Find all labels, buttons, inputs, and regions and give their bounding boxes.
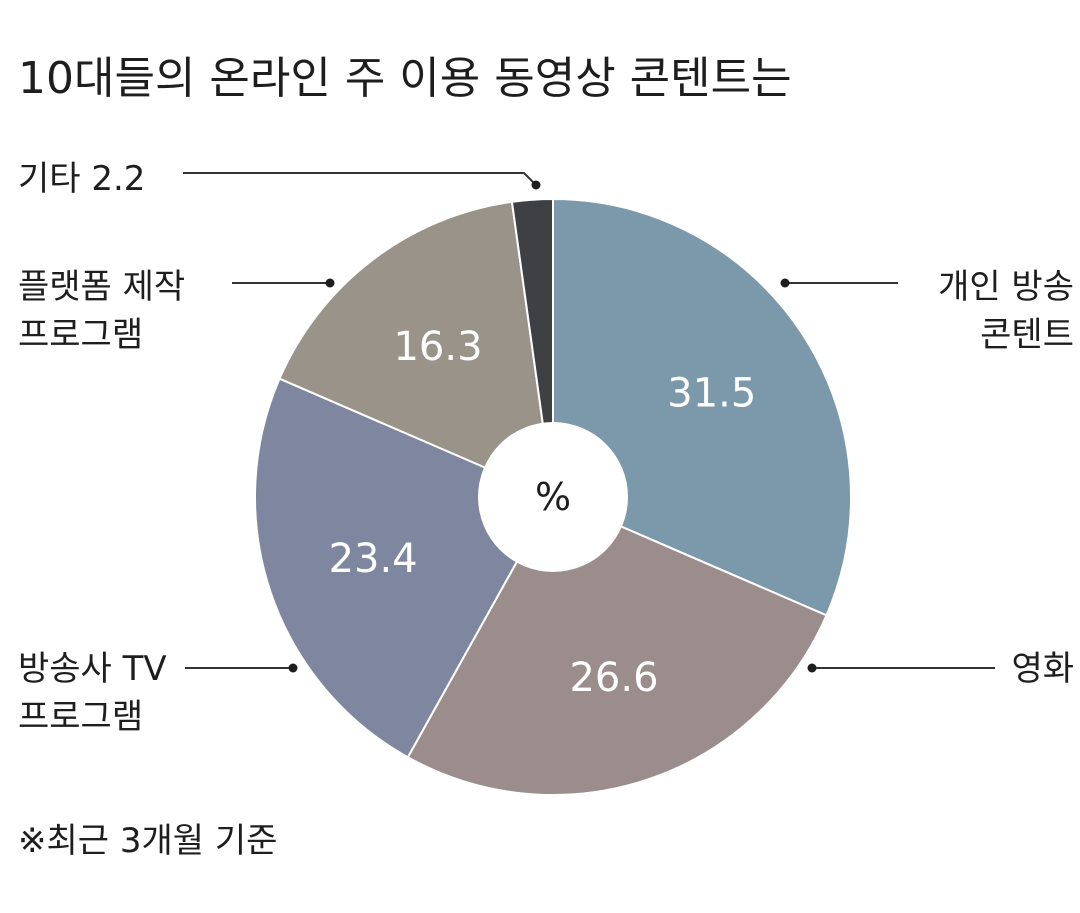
slice-value-label: 16.3 xyxy=(393,324,482,370)
pie-slice xyxy=(510,197,554,498)
slice-category-label: 영화 xyxy=(1011,649,1074,689)
slice-category-label: 방송사 TV 프로그램 xyxy=(18,649,167,737)
pie-slice xyxy=(278,200,555,499)
slice-value-label: 23.4 xyxy=(329,536,418,582)
slice-value-label: 31.5 xyxy=(667,371,756,417)
leader-dot xyxy=(325,278,335,288)
pie-slice xyxy=(552,197,852,617)
chart-title: 10대들의 온라인 주 이용 동영상 콘텐트는 xyxy=(18,53,792,104)
pie-slice xyxy=(254,377,555,759)
footnote: ※최근 3개월 기준 xyxy=(18,821,277,861)
slice-category-label: 개인 방송 콘텐트 xyxy=(938,267,1074,355)
leader-line xyxy=(183,172,537,186)
center-unit-label: % xyxy=(535,475,571,519)
center-hole xyxy=(478,422,628,572)
chart-slices: 31.5 26.6 23.4 16.3 xyxy=(254,197,852,796)
leader-dot xyxy=(780,278,790,288)
slice-value-label: 26.6 xyxy=(569,655,658,701)
slice-category-label: 기타 2.2 xyxy=(18,159,145,199)
leader-dot xyxy=(531,180,541,190)
leader-dot xyxy=(807,663,817,673)
slice-category-label: 플랫폼 제작 프로그램 xyxy=(18,267,185,355)
leader-dot xyxy=(288,663,298,673)
